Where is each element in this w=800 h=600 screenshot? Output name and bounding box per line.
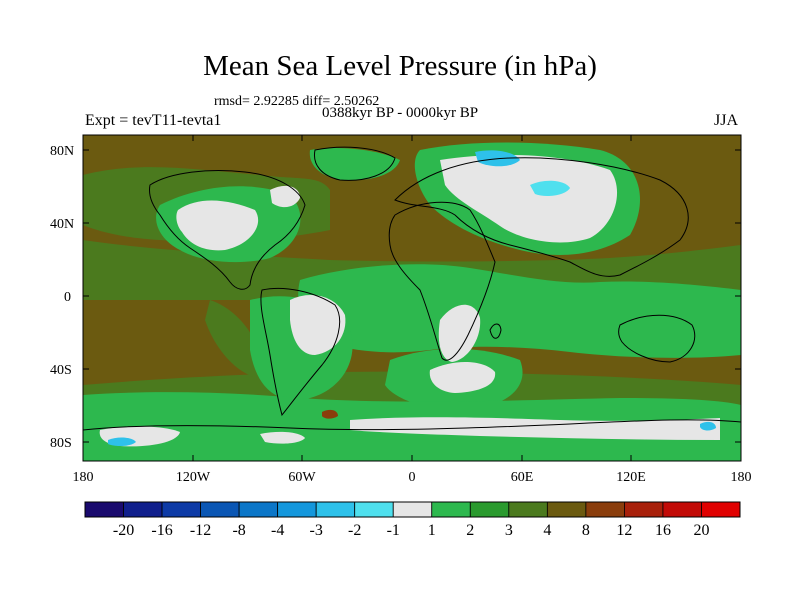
colorbar-label: 3 bbox=[505, 522, 513, 539]
lat-label-80n: 80N bbox=[50, 144, 74, 159]
colorbar-label: 16 bbox=[655, 522, 671, 539]
siberia-neutral bbox=[440, 154, 618, 243]
lon-label-180w: 180 bbox=[73, 470, 94, 485]
period-subtitle: 0388kyr BP - 0000kyr BP bbox=[322, 105, 479, 121]
lat-ticks bbox=[83, 149, 741, 443]
colorbar-box bbox=[431, 501, 471, 518]
positive-brown-patch bbox=[322, 409, 338, 419]
colorbar-label: -1 bbox=[387, 522, 400, 539]
colorbar-label: -16 bbox=[151, 522, 172, 539]
antarctica-neutral bbox=[350, 417, 720, 440]
africa-neutral bbox=[438, 304, 481, 362]
colorbar-frame bbox=[84, 501, 741, 518]
map-title: Mean Sea Level Pressure (in hPa) bbox=[203, 50, 597, 82]
colorbar-label: 12 bbox=[616, 522, 632, 539]
lat-label-0: 0 bbox=[64, 290, 71, 305]
colorbar-box bbox=[546, 501, 587, 518]
australia-coast bbox=[618, 314, 696, 363]
north-america-neutral bbox=[176, 200, 259, 251]
lon-label-180e: 180 bbox=[731, 470, 752, 485]
rmsd-diff-text: rmsd= 2.92285 diff= 2.50262 bbox=[214, 94, 380, 109]
lon-label-60e: 60E bbox=[511, 470, 534, 485]
colorbar-box bbox=[200, 501, 240, 518]
season-label: JJA bbox=[714, 112, 739, 129]
colorbar: -20 -16 -12 -8 -4 -3 -2 -1 1 2 3 4 8 12 16 20 bbox=[84, 501, 741, 539]
colorbar-label: -8 bbox=[232, 522, 245, 539]
colorbar-box bbox=[585, 501, 625, 518]
lon-label-120e: 120E bbox=[616, 470, 646, 485]
weddell-neutral bbox=[260, 431, 305, 444]
experiment-label: Expt = tevT11-tevta1 bbox=[85, 112, 222, 129]
colorbar-label: -12 bbox=[190, 522, 211, 539]
lon-ticks bbox=[82, 135, 742, 461]
madagascar-coast bbox=[489, 323, 502, 339]
south-america-neutral bbox=[290, 295, 346, 355]
greenland-coast bbox=[313, 146, 396, 181]
colorbar-box bbox=[469, 501, 510, 518]
colorbar-box bbox=[624, 501, 664, 518]
colorbar-box bbox=[354, 501, 394, 518]
pressure-field bbox=[83, 135, 741, 461]
colorbar-label: 2 bbox=[466, 522, 474, 539]
colorbar-label: -3 bbox=[310, 522, 323, 539]
lon-label-120w: 120W bbox=[176, 470, 211, 485]
colorbar-label: -4 bbox=[271, 522, 284, 539]
colorbar-label: 4 bbox=[543, 522, 551, 539]
colorbar-box bbox=[123, 501, 163, 518]
eurasia-coast bbox=[394, 157, 689, 277]
ross-cyan-patch bbox=[108, 437, 136, 447]
lat-label-80s: 80S bbox=[50, 436, 72, 451]
north-america-coast bbox=[149, 170, 306, 290]
colorbar-box bbox=[392, 501, 433, 518]
colorbar-box bbox=[508, 501, 548, 518]
east-antarctic-cyan-patch bbox=[700, 421, 716, 431]
lon-label-60w: 60W bbox=[288, 470, 316, 485]
lat-label-40n: 40N bbox=[50, 217, 74, 232]
labrador-neutral bbox=[270, 185, 300, 208]
colorbar-box bbox=[84, 501, 124, 518]
africa-coast bbox=[388, 201, 496, 361]
colorbar-box bbox=[701, 501, 741, 518]
colorbar-box bbox=[662, 501, 702, 518]
colorbar-label: -2 bbox=[348, 522, 361, 539]
siberia-cyan-patch bbox=[530, 180, 570, 196]
colorbar-box bbox=[277, 501, 317, 518]
colorbar-label: 20 bbox=[693, 522, 709, 539]
lon-label-0: 0 bbox=[409, 470, 416, 485]
south-america-coast bbox=[260, 287, 341, 417]
coastlines bbox=[83, 146, 741, 431]
colorbar-label: 1 bbox=[428, 522, 436, 539]
colorbar-box bbox=[315, 501, 356, 518]
colorbar-label: 8 bbox=[582, 522, 590, 539]
south-atlantic-neutral bbox=[429, 361, 496, 393]
greenland-green bbox=[309, 148, 400, 181]
colorbar-box bbox=[161, 501, 201, 518]
lat-label-40s: 40S bbox=[50, 363, 72, 378]
colorbar-box bbox=[238, 501, 279, 518]
equatorial-green bbox=[298, 264, 741, 358]
colorbar-label: -20 bbox=[113, 522, 134, 539]
antarctica-coast bbox=[83, 419, 741, 431]
